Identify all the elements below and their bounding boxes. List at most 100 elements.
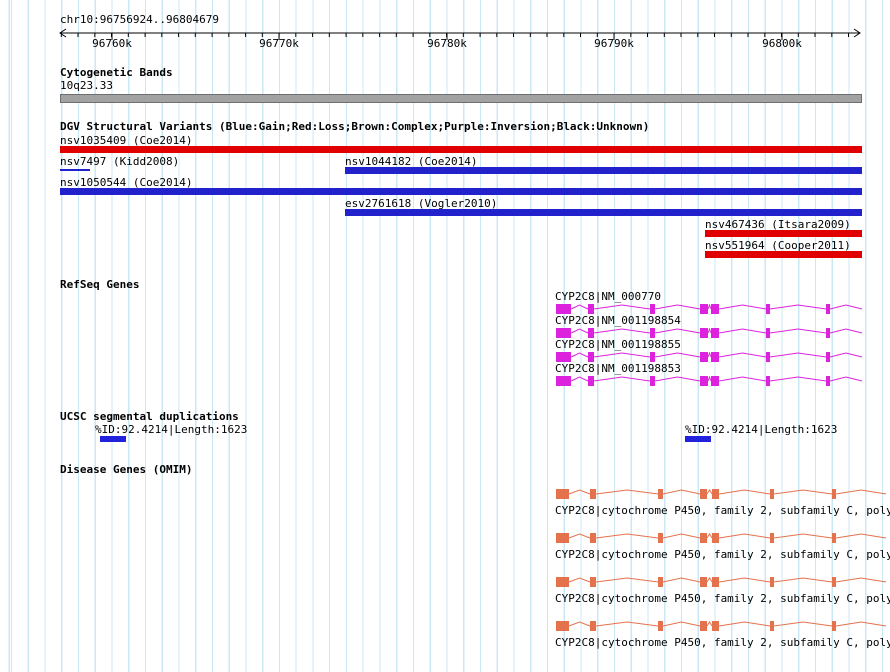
exon-5: [711, 328, 719, 338]
gene-cyp2c8-nm-001198853-label: CYP2C8|NM_001198853: [555, 362, 681, 375]
track-title-omim: Disease Genes (OMIM): [60, 463, 193, 476]
exon-6: [770, 533, 774, 543]
gene-cyp2c8-nm-001198855-label: CYP2C8|NM_001198855: [555, 338, 681, 351]
variant-nsv1035409[interactable]: [60, 146, 862, 153]
exon-1: [556, 376, 571, 386]
exon-5: [712, 577, 719, 587]
variant-nsv1050544-label: nsv1050544 (Coe2014): [60, 176, 193, 189]
variant-nsv1050544[interactable]: [60, 188, 862, 195]
variant-nsv1035409-label: nsv1035409 (Coe2014): [60, 134, 193, 147]
variant-esv2761618[interactable]: [345, 209, 862, 216]
exon-5: [712, 621, 719, 631]
omim-gene-cyp2c8-3[interactable]: [556, 574, 888, 590]
exon-6: [766, 304, 770, 314]
exon-4: [700, 533, 707, 543]
track-title-cytobands: Cytogenetic Bands: [60, 66, 173, 79]
exon-5: [711, 376, 719, 386]
exon-3: [658, 489, 663, 499]
exon-3: [658, 621, 663, 631]
omim-gene-cyp2c8-3-label: CYP2C8|cytochrome P450, family 2, subfam…: [555, 592, 890, 605]
segdup-right[interactable]: [685, 436, 711, 442]
ruler-tick-label: 96790k: [594, 37, 634, 50]
exon-6: [766, 376, 770, 386]
exon-2: [590, 489, 596, 499]
ruler-tick-label: 96770k: [259, 37, 299, 50]
exon-6: [770, 577, 774, 587]
exon-4: [700, 577, 707, 587]
exon-5: [711, 352, 719, 362]
exon-3: [650, 352, 655, 362]
exon-2: [588, 376, 594, 386]
exon-6: [770, 621, 774, 631]
ruler-axis: [59, 28, 861, 40]
track-title-dgv: DGV Structural Variants (Blue:Gain;Red:L…: [60, 120, 650, 133]
gene-cyp2c8-nm-001198854[interactable]: [556, 325, 864, 341]
gene-cyp2c8-nm-001198855[interactable]: [556, 349, 864, 365]
exon-4: [700, 328, 708, 338]
exon-1: [556, 533, 569, 543]
exon-4: [700, 352, 708, 362]
ruler-tick-label: 96800k: [762, 37, 802, 50]
exon-7: [832, 621, 836, 631]
omim-gene-cyp2c8-2-label: CYP2C8|cytochrome P450, family 2, subfam…: [555, 548, 890, 561]
exon-2: [590, 577, 596, 587]
exon-3: [650, 376, 655, 386]
variant-nsv7497-label: nsv7497 (Kidd2008): [60, 155, 180, 168]
exon-3: [658, 577, 663, 587]
omim-gene-cyp2c8-4[interactable]: [556, 618, 888, 634]
exon-5: [712, 489, 719, 499]
gene-cyp2c8-nm-001198854-label: CYP2C8|NM_001198854: [555, 314, 681, 327]
exon-1: [556, 621, 569, 631]
variant-nsv1044182[interactable]: [345, 167, 862, 174]
exon-7: [832, 489, 836, 499]
exon-1: [556, 352, 571, 362]
exon-4: [700, 489, 707, 499]
exon-3: [650, 304, 655, 314]
track-title-refseq: RefSeq Genes: [60, 278, 140, 291]
ruler-tick-label: 96760k: [92, 37, 132, 50]
exon-7: [826, 328, 830, 338]
cytoband-10q23-33[interactable]: [60, 94, 862, 103]
omim-gene-cyp2c8-2[interactable]: [556, 530, 888, 546]
exon-2: [588, 304, 594, 314]
exon-7: [832, 577, 836, 587]
gene-cyp2c8-nm-000770-label: CYP2C8|NM_000770: [555, 290, 661, 303]
exon-6: [766, 328, 770, 338]
gene-cyp2c8-nm-000770[interactable]: [556, 301, 864, 317]
exon-2: [588, 328, 594, 338]
variant-esv2761618-label: esv2761618 (Vogler2010): [345, 197, 498, 210]
gene-cyp2c8-nm-001198853[interactable]: [556, 373, 864, 389]
exon-1: [556, 304, 571, 314]
variant-nsv1044182-label: nsv1044182 (Coe2014): [345, 155, 478, 168]
variant-nsv467436-label: nsv467436 (Itsara2009): [705, 218, 851, 231]
exon-7: [826, 352, 830, 362]
cytoband-10q23-33-label: 10q23.33: [60, 79, 113, 92]
exon-4: [700, 304, 708, 314]
exon-4: [700, 376, 708, 386]
variant-nsv551964-label: nsv551964 (Cooper2011): [705, 239, 851, 252]
segdup-left[interactable]: [100, 436, 126, 442]
exon-5: [712, 533, 719, 543]
exon-3: [658, 533, 663, 543]
omim-gene-cyp2c8-1-label: CYP2C8|cytochrome P450, family 2, subfam…: [555, 504, 890, 517]
ruler-tick-label: 96780k: [427, 37, 467, 50]
omim-gene-cyp2c8-4-label: CYP2C8|cytochrome P450, family 2, subfam…: [555, 636, 890, 649]
exon-7: [826, 376, 830, 386]
exon-2: [590, 533, 596, 543]
exon-2: [590, 621, 596, 631]
exon-6: [770, 489, 774, 499]
omim-gene-cyp2c8-1[interactable]: [556, 486, 888, 502]
variant-nsv7497[interactable]: [60, 169, 90, 171]
exon-2: [588, 352, 594, 362]
segdup-left-label: %ID:92.4214|Length:1623: [95, 423, 248, 436]
variant-nsv467436[interactable]: [705, 230, 862, 237]
exon-7: [832, 533, 836, 543]
track-title-segdup: UCSC segmental duplications: [60, 410, 239, 423]
exon-1: [556, 577, 569, 587]
segdup-right-label: %ID:92.4214|Length:1623: [685, 423, 838, 436]
exon-6: [766, 352, 770, 362]
exon-1: [556, 328, 571, 338]
variant-nsv551964[interactable]: [705, 251, 862, 258]
